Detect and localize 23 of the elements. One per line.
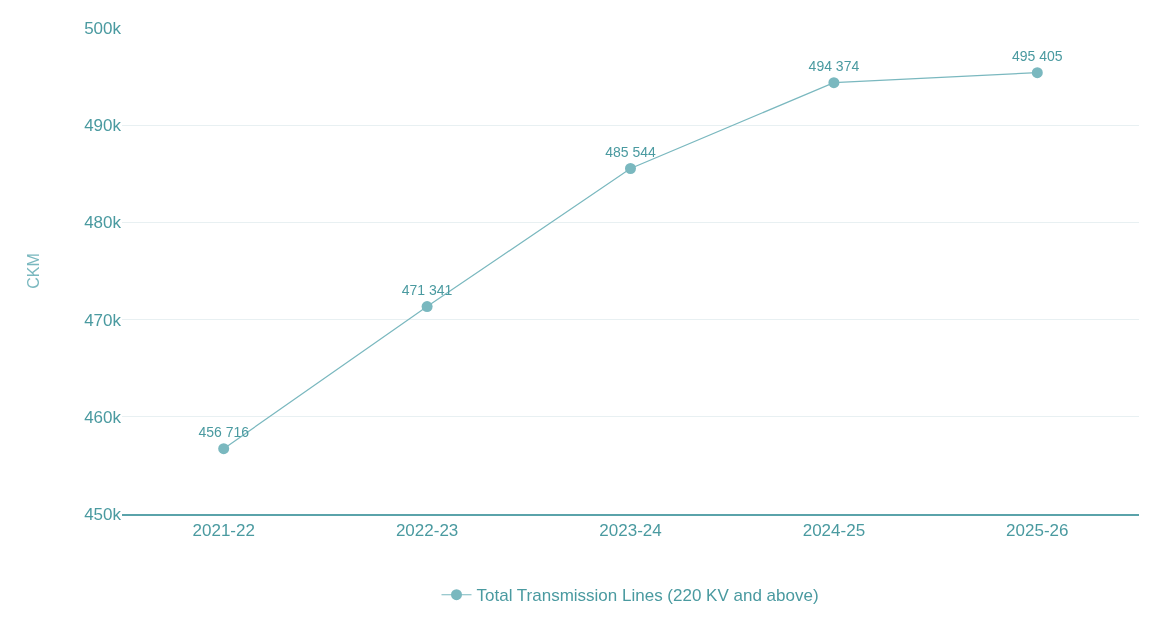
data-label: 456 716 (198, 424, 250, 441)
point (1031, 67, 1043, 79)
x-tick-label: 2021-22 (192, 521, 255, 541)
point (828, 77, 840, 89)
data-label: 485 544 (605, 144, 657, 161)
y-tick-label: 460k (84, 407, 122, 427)
data-label: 471 341 (401, 282, 453, 299)
point (218, 443, 230, 455)
y-tick-label: 480k (84, 213, 122, 233)
y-tick-label: 500k (84, 18, 122, 38)
point (625, 163, 636, 175)
point (421, 301, 433, 313)
y-tick-label: 490k (84, 116, 122, 136)
y-tick-label: 450k (84, 504, 122, 524)
y-axis-title: CKM (25, 253, 43, 289)
x-tick-label: 2022-23 (395, 521, 459, 541)
x-tick-label: 2025-26 (1006, 521, 1069, 541)
data-label: 495 405 (1012, 48, 1063, 65)
data-label: 494 374 (808, 58, 860, 75)
x-tick-label: 2023-24 (599, 521, 662, 541)
y-tick-label: 470k (84, 310, 122, 330)
x-tick-label: 2024-25 (802, 521, 866, 541)
legend-label: Total Transmission Lines (220 KV and above) (476, 586, 819, 606)
